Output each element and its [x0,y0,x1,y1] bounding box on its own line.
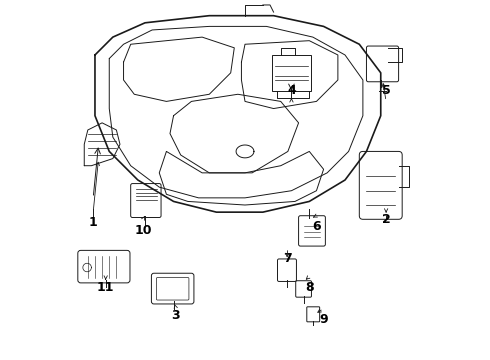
Text: 7: 7 [284,252,292,265]
Text: 10: 10 [134,224,152,237]
Text: 6: 6 [312,220,321,233]
Text: 9: 9 [319,313,328,326]
Text: 4: 4 [287,84,296,97]
Text: 3: 3 [171,309,180,322]
Text: 5: 5 [382,84,391,97]
Text: 11: 11 [97,281,115,294]
Text: 1: 1 [89,216,98,229]
Text: 8: 8 [305,281,314,294]
Text: 2: 2 [382,213,391,226]
Bar [272,55,311,91]
